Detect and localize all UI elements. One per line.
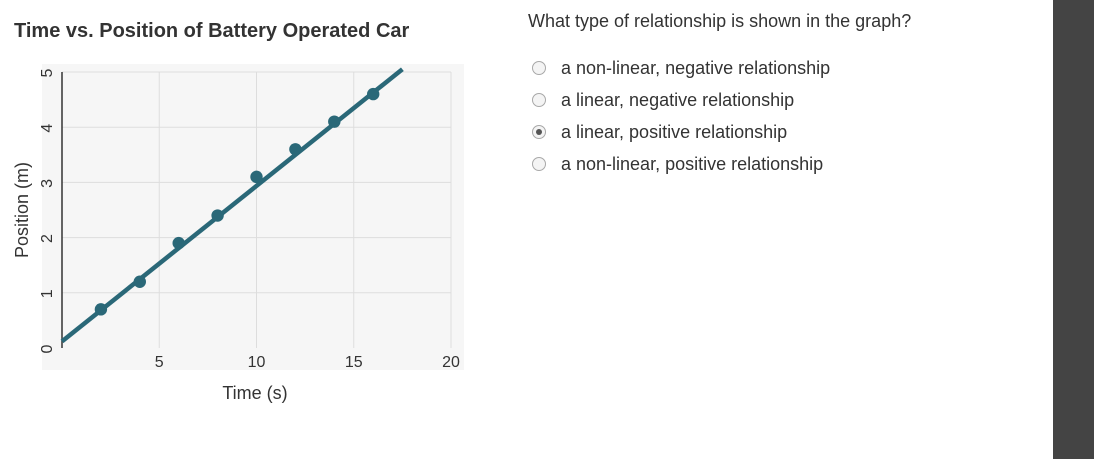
grid-lines [62, 71, 452, 348]
data-point [133, 275, 146, 288]
option-label: a linear, negative relationship [561, 89, 795, 110]
data-point [250, 170, 263, 184]
y-axis-label: Position (m) [12, 162, 32, 258]
y-tick-label: 3 [39, 179, 56, 188]
plot-background [42, 64, 464, 370]
x-tick-label: 20 [442, 354, 460, 371]
data-point [328, 115, 341, 128]
y-tick-label: 4 [39, 124, 56, 133]
x-tick-label: 5 [155, 354, 164, 371]
chart: 5 10 15 20 0 1 2 3 4 5 Time (s) Position (m) [12, 64, 464, 403]
y-tick-label: 1 [39, 289, 56, 298]
radio-button[interactable] [532, 93, 546, 107]
answer-options: a non-linear, negative relationship a li… [532, 52, 830, 180]
option-label: a non-linear, positive relationship [561, 153, 824, 174]
data-points [94, 87, 380, 316]
trend-line-layer [60, 67, 404, 344]
radio-button-selected[interactable] [532, 125, 546, 139]
option-linear-positive[interactable]: a linear, positive relationship [532, 116, 830, 148]
x-tick-label: 10 [248, 354, 266, 371]
side-panel [1053, 0, 1094, 459]
chart-title: Time vs. Position of Battery Operated Ca… [14, 20, 410, 42]
option-label: a non-linear, negative relationship [561, 57, 831, 78]
tick-labels: 5 10 15 20 0 1 2 3 4 5 [39, 68, 460, 371]
y-tick-label: 0 [39, 344, 56, 353]
data-point [289, 143, 302, 156]
question-text: What type of relationship is shown in th… [528, 11, 912, 31]
radio-button[interactable] [532, 61, 546, 75]
option-linear-negative[interactable]: a linear, negative relationship [532, 84, 830, 116]
trend-line [60, 67, 404, 344]
data-point [172, 236, 185, 250]
data-point [94, 303, 108, 316]
option-non-linear-negative[interactable]: a non-linear, negative relationship [532, 52, 830, 84]
data-point [211, 209, 224, 222]
x-tick-label: 15 [345, 354, 363, 371]
data-point [367, 87, 380, 101]
x-axis-label: Time (s) [222, 383, 287, 403]
y-tick-label: 2 [39, 234, 56, 243]
option-non-linear-positive[interactable]: a non-linear, positive relationship [532, 148, 830, 180]
radio-button[interactable] [532, 157, 546, 171]
option-label: a linear, positive relationship [561, 121, 788, 142]
y-tick-label: 5 [39, 68, 56, 77]
